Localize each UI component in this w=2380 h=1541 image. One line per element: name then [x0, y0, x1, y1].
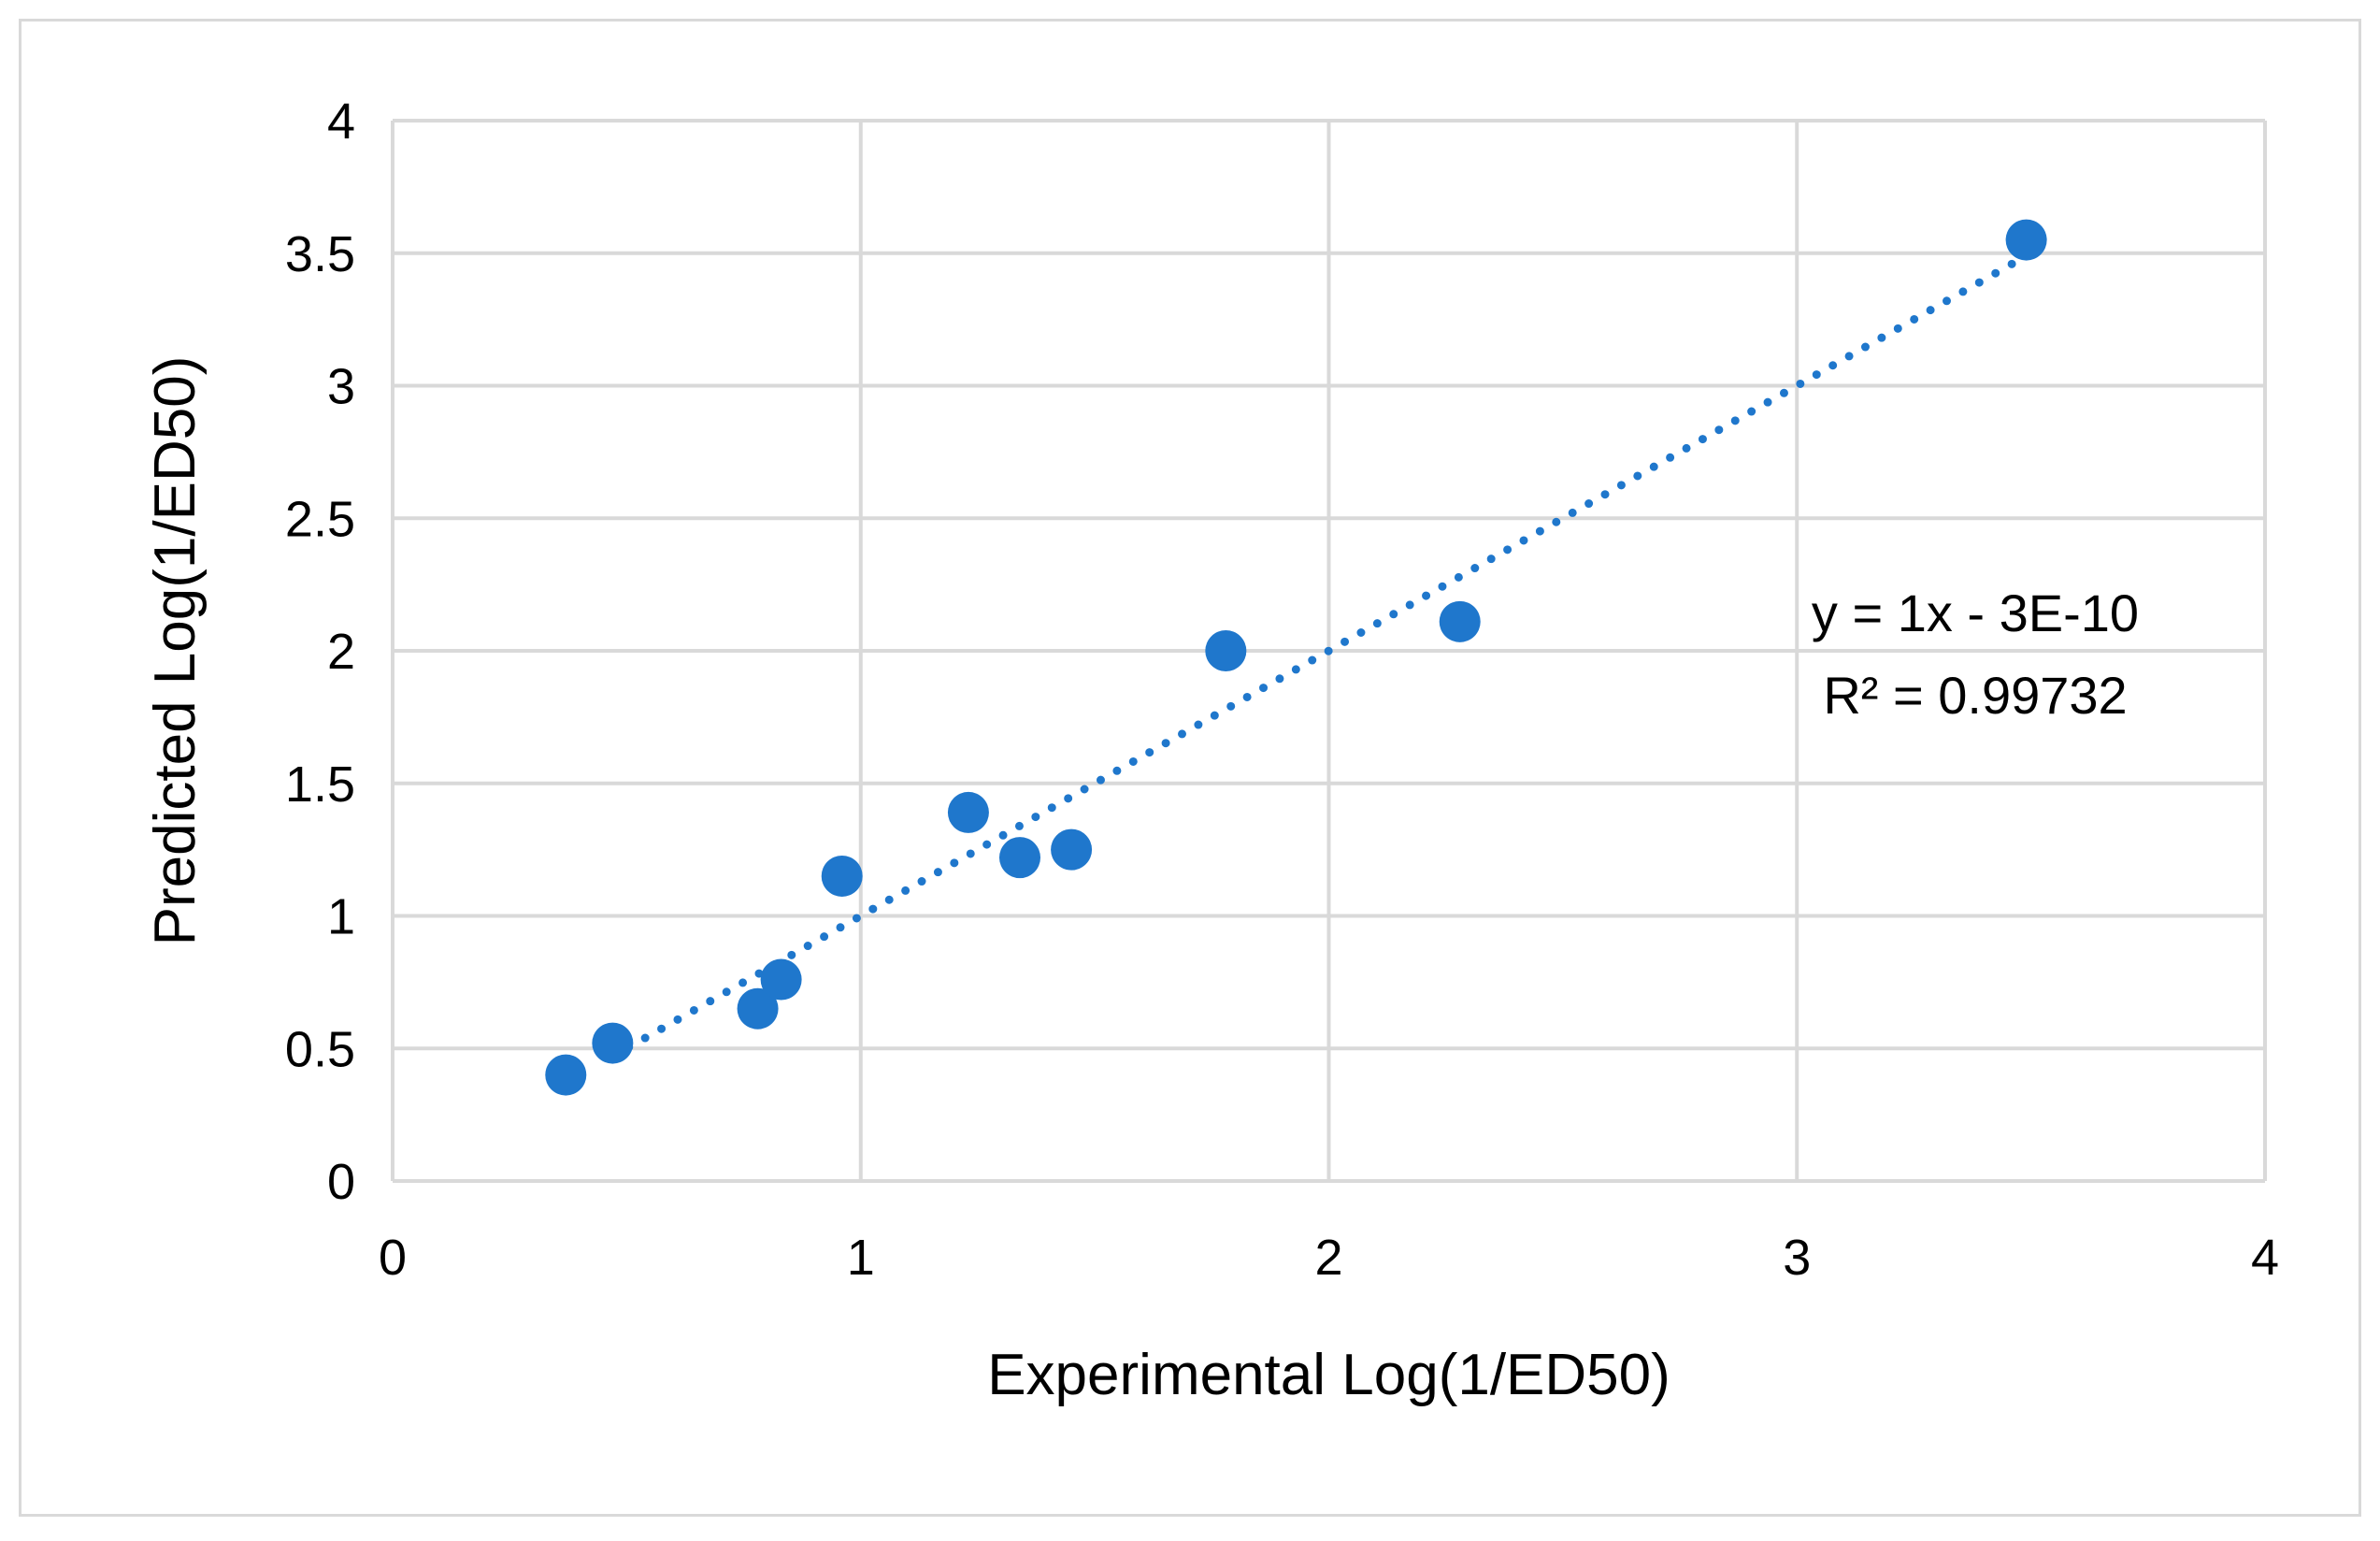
x-axis-title: Experimental Log(1/ED50)	[987, 1343, 1670, 1407]
data-point	[737, 987, 779, 1030]
y-tick-label: 0.5	[285, 1021, 355, 1077]
data-point	[760, 958, 802, 1001]
trendline	[608, 252, 2031, 1061]
y-tick-label: 3	[327, 359, 355, 415]
y-tick-label: 4	[327, 94, 355, 150]
data-point	[1439, 600, 1481, 642]
data-point	[1205, 630, 1247, 671]
x-tick-label: 0	[379, 1230, 407, 1286]
data-point	[999, 837, 1041, 879]
data-point	[947, 791, 989, 833]
x-tick-label: 3	[1783, 1230, 1811, 1286]
data-point	[592, 1022, 634, 1064]
data-point	[821, 855, 863, 897]
y-axis-title: Predicted Log(1/ED50)	[143, 356, 208, 946]
y-tick-label: 2	[327, 624, 355, 680]
chart-frame: 0 0.5 1 1.5 2 2.5 3 3.5 4 0 1 2 3 4 Experimental Log(…	[19, 19, 2361, 1517]
y-tick-label: 1	[327, 889, 355, 945]
trendline-layer	[608, 252, 2031, 1061]
y-tick-label: 3.5	[285, 226, 355, 282]
r-squared-label: R² = 0.99732	[1823, 666, 2127, 725]
x-tick-label: 2	[1314, 1230, 1342, 1286]
data-point	[545, 1054, 587, 1096]
data-point	[1051, 828, 1093, 871]
y-tick-label: 0	[327, 1154, 355, 1210]
scatter-chart: 0 0.5 1 1.5 2 2.5 3 3.5 4 0 1 2 3 4 Experimental Log(…	[143, 94, 2279, 1407]
y-tick-label: 2.5	[285, 491, 355, 547]
x-tick-label: 4	[2251, 1230, 2279, 1286]
x-tick-label: 1	[847, 1230, 875, 1286]
data-points	[545, 219, 2047, 1096]
tick-labels: 0 0.5 1 1.5 2 2.5 3 3.5 4 0 1 2 3 4	[285, 94, 2279, 1286]
trendline-equation: y = 1x - 3E-10	[1812, 583, 2139, 642]
data-point	[2005, 219, 2047, 261]
y-tick-label: 1.5	[285, 756, 355, 813]
